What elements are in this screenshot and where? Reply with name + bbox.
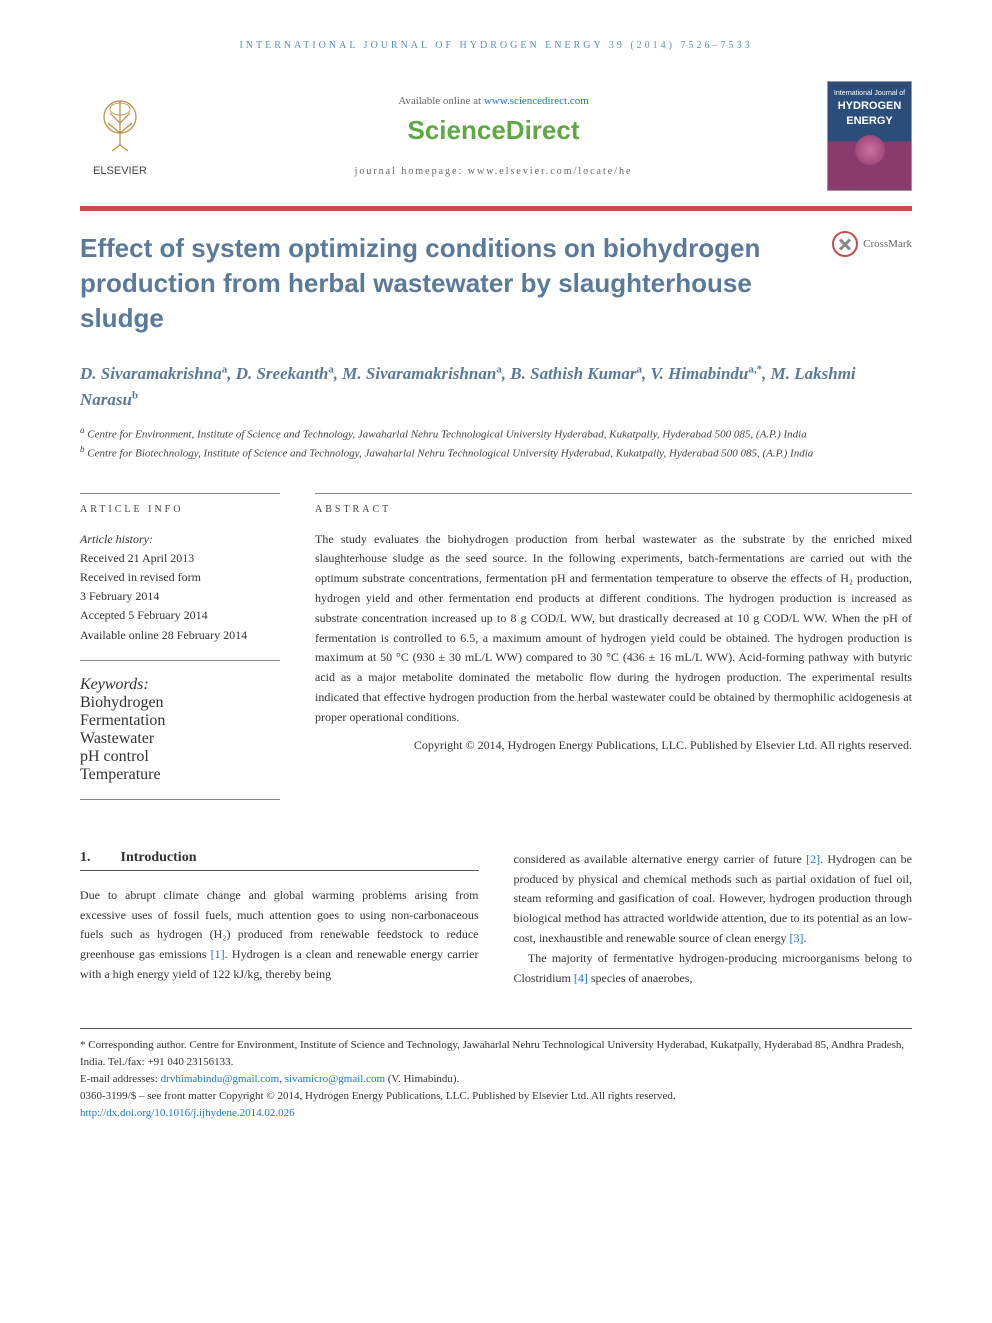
abstract-text: The study evaluates the biohydrogen prod… xyxy=(315,530,912,728)
footer: * Corresponding author. Centre for Envir… xyxy=(80,1028,912,1122)
keywords-block: Keywords: Biohydrogen Fermentation Waste… xyxy=(80,676,280,800)
history-accepted: Accepted 5 February 2014 xyxy=(80,606,280,625)
sciencedirect-link[interactable]: www.sciencedirect.com xyxy=(484,95,589,107)
header-block: ELSEVIER Available online at www.science… xyxy=(80,81,912,191)
corresponding-author: * Corresponding author. Centre for Envir… xyxy=(80,1037,912,1071)
section-1-heading: 1. Introduction xyxy=(80,850,479,871)
issn-line: 0360-3199/$ – see front matter Copyright… xyxy=(80,1088,912,1105)
abstract-label: ABSTRACT xyxy=(315,493,912,515)
journal-cover: International Journal of HYDROGEN ENERGY xyxy=(827,81,912,191)
intro-text-left: Due to abrupt climate change and global … xyxy=(80,886,479,985)
cover-main-1: HYDROGEN xyxy=(828,100,911,112)
section-num: 1. xyxy=(80,850,91,865)
body-col-left: 1. Introduction Due to abrupt climate cha… xyxy=(80,850,479,989)
keywords-head: Keywords: xyxy=(80,676,280,694)
keyword: Fermentation xyxy=(80,712,280,730)
email-line: E-mail addresses: drvhimabindu@gmail.com… xyxy=(80,1071,912,1088)
affiliations: a Centre for Environment, Institute of S… xyxy=(80,424,912,462)
history-received: Received 21 April 2013 xyxy=(80,549,280,568)
cover-small-title: International Journal of xyxy=(828,82,911,97)
crossmark-badge[interactable]: CrossMark xyxy=(832,231,912,257)
sciencedirect-logo: ScienceDirect xyxy=(160,115,827,146)
crossmark-icon xyxy=(832,231,858,257)
authors: D. Sivaramakrishnaa, D. Sreekantha, M. S… xyxy=(80,361,912,412)
running-header: INTERNATIONAL JOURNAL OF HYDROGEN ENERGY… xyxy=(80,40,912,51)
available-online: Available online at www.sciencedirect.co… xyxy=(160,95,827,107)
email-link-1[interactable]: drvhimabindu@gmail.com xyxy=(161,1073,280,1085)
article-history: Article history: Received 21 April 2013 … xyxy=(80,530,280,661)
email-link-2[interactable]: sivamicro@gmail.com xyxy=(285,1073,385,1085)
section-title: Introduction xyxy=(121,850,197,865)
homepage-url[interactable]: www.elsevier.com/locate/he xyxy=(468,166,633,177)
body-col-right: considered as available alternative ener… xyxy=(514,850,913,989)
abstract-copyright: Copyright © 2014, Hydrogen Energy Public… xyxy=(315,736,912,755)
history-head: Article history: xyxy=(80,530,280,549)
abstract-column: ABSTRACT The study evaluates the biohydr… xyxy=(315,493,912,800)
keyword: Biohydrogen xyxy=(80,694,280,712)
body-columns: 1. Introduction Due to abrupt climate cha… xyxy=(80,850,912,989)
intro-text-right: considered as available alternative ener… xyxy=(514,850,913,989)
article-info-column: ARTICLE INFO Article history: Received 2… xyxy=(80,493,280,800)
cover-graphic-icon xyxy=(855,135,885,165)
elsevier-tree-icon xyxy=(90,95,150,155)
keyword: pH control xyxy=(80,748,280,766)
elsevier-logo: ELSEVIER xyxy=(80,95,160,177)
cover-main-2: ENERGY xyxy=(828,115,911,127)
elsevier-text: ELSEVIER xyxy=(80,165,160,177)
article-title: Effect of system optimizing conditions o… xyxy=(80,231,812,336)
article-info-label: ARTICLE INFO xyxy=(80,493,280,515)
affiliation-a: a Centre for Environment, Institute of S… xyxy=(80,424,912,443)
history-online: Available online 28 February 2014 xyxy=(80,626,280,645)
keyword: Wastewater xyxy=(80,730,280,748)
affiliation-b: b Centre for Biotechnology, Institute of… xyxy=(80,443,912,462)
doi-link[interactable]: http://dx.doi.org/10.1016/j.ijhydene.201… xyxy=(80,1107,295,1119)
doi-line: http://dx.doi.org/10.1016/j.ijhydene.201… xyxy=(80,1105,912,1122)
journal-homepage: journal homepage: www.elsevier.com/locat… xyxy=(160,166,827,177)
keyword: Temperature xyxy=(80,766,280,784)
crossmark-label: CrossMark xyxy=(863,238,912,250)
divider-bar xyxy=(80,206,912,211)
history-revised-2: 3 February 2014 xyxy=(80,587,280,606)
center-header: Available online at www.sciencedirect.co… xyxy=(160,95,827,177)
history-revised-1: Received in revised form xyxy=(80,568,280,587)
